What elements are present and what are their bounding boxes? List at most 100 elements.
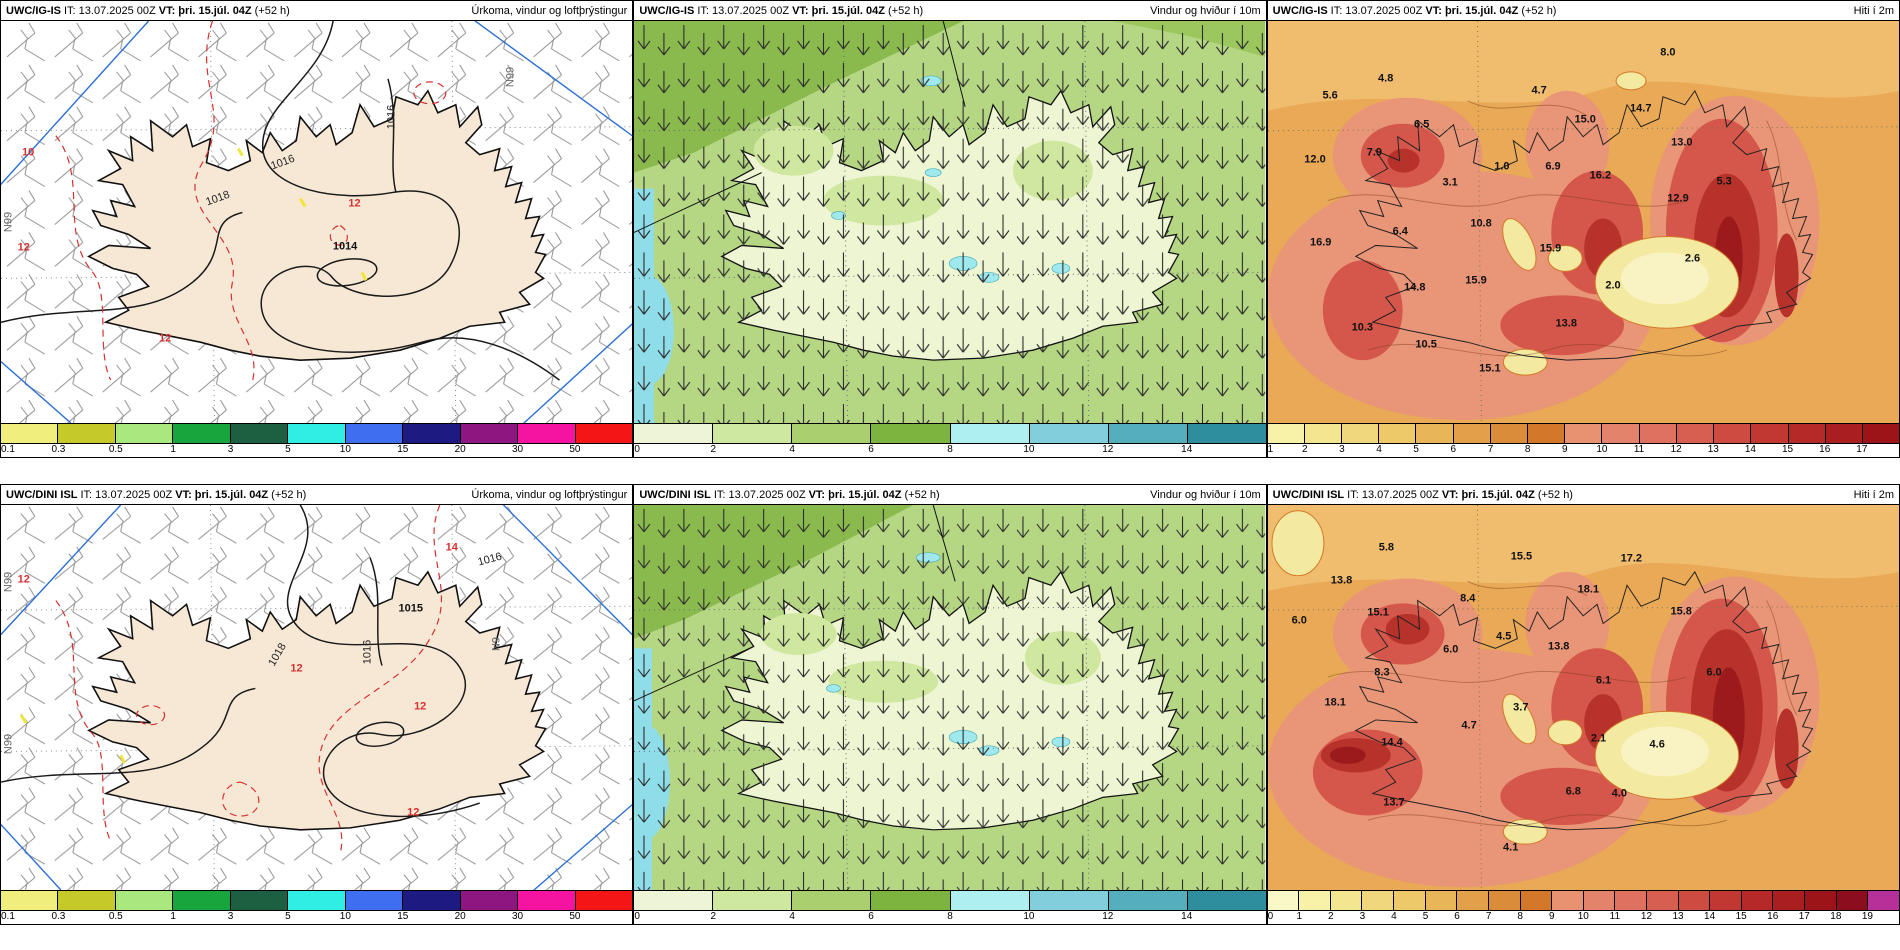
init-time: IT: 13.07.2025 00Z: [80, 488, 173, 501]
colorbar-segment: [871, 424, 951, 443]
colorbar-segment: [1267, 891, 1300, 910]
colorbar-segment: [1, 424, 59, 443]
colorbar-tick-label: 7: [1485, 911, 1492, 922]
colorbar-segment: [1868, 891, 1899, 910]
colorbar-segment: [115, 891, 174, 910]
map-value-label: 12: [159, 332, 172, 345]
colorbar-row: [1267, 891, 1899, 911]
map-value-label: 10.8: [1470, 217, 1492, 230]
colorbar-tick-label: 12: [1102, 444, 1114, 455]
colorbar-segment: [1342, 424, 1380, 443]
lead-time: (+52 h): [887, 4, 924, 17]
colorbar-segment: [1187, 424, 1266, 443]
panel-frame: UWC/DINI ISL IT: 13.07.2025 00Z VT: þri. 1…: [633, 484, 1267, 925]
map-value-label: 4.8: [1378, 72, 1394, 85]
wind-map: [634, 505, 1266, 890]
colorbar-segment: [1029, 891, 1109, 910]
colorbar-row: [1267, 424, 1900, 444]
map-value-label: N99: [504, 67, 517, 88]
colorbar-tick-label: 0.1: [1, 444, 15, 455]
temperature-map: 5.8 15.5 17.2 13.8 18.1 8.4 15.8 6.0 15.1 4.5 13.8…: [1267, 505, 1899, 890]
panel-bottom-wind: UWC/DINI ISL IT: 13.07.2025 00Z VT: þri. 1…: [633, 484, 1267, 925]
panel-header: UWC/IG-IS IT: 13.07.2025 00Z VT: þri. 15.j…: [634, 1, 1266, 21]
map-value-label: 6.4: [1392, 225, 1408, 238]
colorbar-tick-label: 10: [1023, 911, 1035, 922]
colorbar-segment: [1615, 891, 1647, 910]
map-value-label: 13.8: [1547, 640, 1570, 653]
colorbar-segment: [1108, 424, 1188, 443]
map-value-label: 6.0: [1706, 666, 1722, 679]
colorbar-segment: [1773, 891, 1806, 910]
colorbar-tick-label: 7: [1487, 444, 1494, 455]
colorbar-row: [1, 424, 633, 444]
map-value-label: 4.5: [1496, 630, 1512, 643]
colorbar-tick-label: 14: [1704, 911, 1716, 922]
panel-header-left: UWC/DINI ISL IT: 13.07.2025 00Z VT: þri. 1…: [6, 489, 309, 501]
colorbar-segment: [1528, 424, 1566, 443]
colorbar-tick-label: 0.5: [108, 444, 123, 455]
panel-header-left: UWC/DINI ISL IT: 13.07.2025 00Z VT: þri. 1…: [639, 489, 942, 501]
map-value-label: 14.8: [1404, 281, 1426, 294]
colorbar-tick-label: 0.3: [51, 911, 66, 922]
panel-header-left: UWC/IG-IS IT: 13.07.2025 00Z VT: þri. 15.j…: [639, 5, 926, 17]
map-value-label: 6.5: [1414, 118, 1430, 131]
lead-time: (+52 h): [1521, 4, 1557, 17]
panel-header-left: UWC/IG-IS IT: 13.07.2025 00Z VT: þri. 15.j…: [1273, 5, 1560, 17]
colorbar-segment: [1646, 891, 1679, 910]
colorbar-segment: [1453, 424, 1491, 443]
lead-time: (+52 h): [904, 488, 940, 501]
map-value-label: 16.9: [1309, 236, 1332, 248]
map-value-label: 5.6: [1322, 89, 1338, 102]
colorbar-tick-label: 4: [1391, 911, 1397, 922]
map-value-label: 6.9: [1545, 160, 1561, 173]
colorbar-segment: [173, 424, 231, 443]
colorbar-tick-label: 12: [1670, 444, 1682, 455]
map-value-label: 4.6: [1649, 738, 1665, 751]
colorbar-row: [634, 891, 1266, 911]
map-value-label: 18.1: [1324, 696, 1346, 709]
map-value-label: 3.7: [1513, 701, 1529, 714]
colorbar-segment: [792, 424, 872, 443]
colorbar-tick-label: 13: [1672, 911, 1684, 922]
panel-title: Hiti í 2m: [1853, 488, 1894, 501]
model-name: UWC/DINI ISL: [1272, 488, 1345, 501]
panel-title: Úrkoma, vindur og loftþrýstingur: [471, 488, 628, 501]
colorbar-segment: [1836, 891, 1869, 910]
map-value-label: 4.1: [1503, 841, 1519, 854]
colorbar-segment: [1330, 891, 1363, 910]
lead-time: (+52 h): [271, 488, 307, 501]
map-value-label: 4.0: [1611, 787, 1627, 800]
colorbar-tick-label: 0: [634, 911, 640, 922]
temperature-map: 8.0 4.8 5.6 4.7 14.7 15.0 6.5 13.0 7.9 12.0 1.0 6.9…: [1267, 21, 1899, 423]
map-value-label: 12: [407, 806, 420, 819]
panel-frame: UWC/DINI ISL IT: 13.07.2025 00Z VT: þri. 1…: [1266, 484, 1900, 925]
valid-time: VT: þri. 15.júl. 04Z: [175, 488, 269, 501]
map-value-label: 15.5: [1510, 550, 1533, 563]
precipitation-map: N99 N99 N9 14 1016 1016 1018 1015 12 12 12 12: [1, 505, 633, 890]
init-time: IT: 13.07.2025 00Z: [697, 4, 790, 17]
colorbar-segment: [1825, 424, 1863, 443]
colorbar-segment: [713, 424, 793, 443]
map-value-label: 2.1: [1590, 732, 1607, 745]
colorbar-tick-label: 6: [868, 911, 874, 922]
colorbar-segment: [950, 891, 1030, 910]
colorbar-segment: [1583, 891, 1616, 910]
map-value-label: 13.0: [1671, 136, 1693, 149]
colorbar-tick-label: 12: [1640, 911, 1653, 922]
colorbar-temp: 1 2 3 4 5 6 7 8 9 10 11 12 13 14 15 16 17: [1267, 423, 1900, 457]
colorbar-segment: [575, 424, 633, 443]
map-value-label: 15.0: [1574, 113, 1596, 126]
colorbar-tick-label: 6: [1450, 444, 1457, 455]
map-value-label: 10.3: [1351, 321, 1374, 334]
map-value-label: 2.0: [1605, 279, 1621, 292]
colorbar-segment: [460, 424, 519, 443]
valid-time: VT: þri. 15.júl. 04Z: [1425, 4, 1519, 17]
colorbar-segment: [1362, 891, 1395, 910]
colorbar-tick-label: 14: [1181, 911, 1193, 922]
colorbar-segment: [1267, 424, 1305, 443]
init-time: IT: 13.07.2025 00Z: [64, 4, 156, 17]
map-value-label: 14.4: [1381, 736, 1403, 749]
valid-time: VT: þri. 15.júl. 04Z: [792, 4, 885, 17]
colorbar-segment: [230, 424, 289, 443]
colorbar-segment: [1714, 424, 1752, 443]
